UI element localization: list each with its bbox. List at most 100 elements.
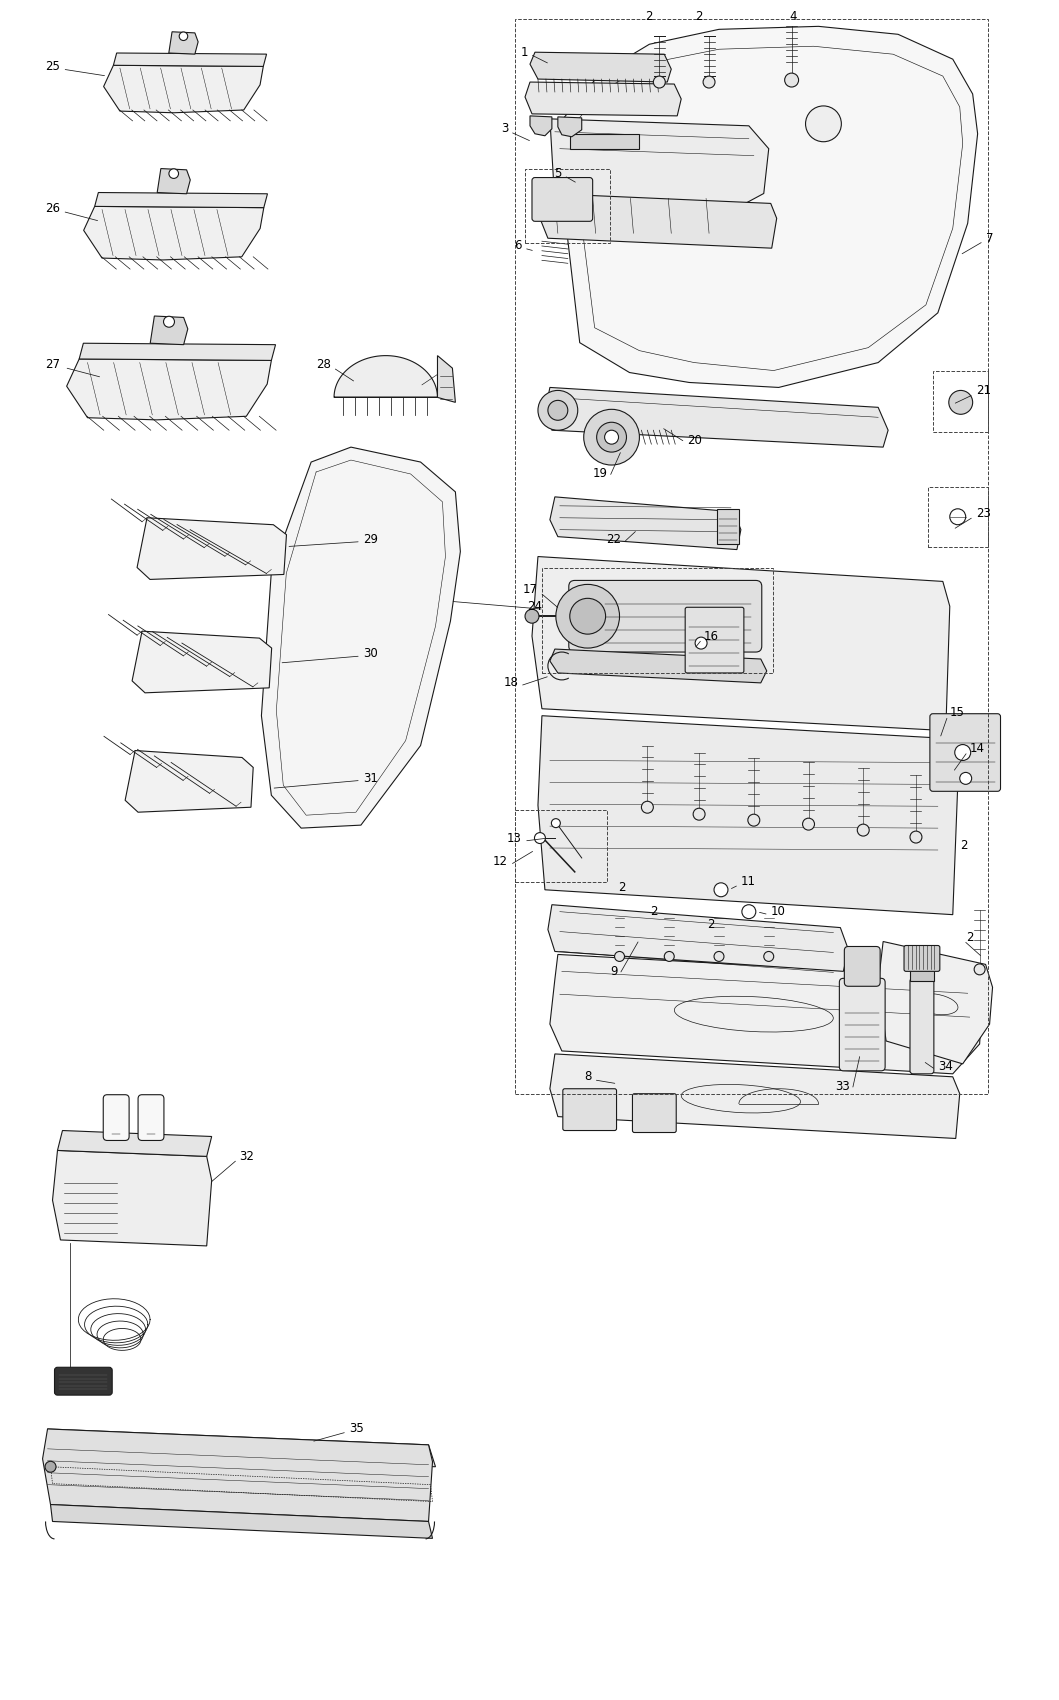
Polygon shape xyxy=(137,518,287,580)
Circle shape xyxy=(703,76,715,88)
Polygon shape xyxy=(79,343,275,360)
Text: 35: 35 xyxy=(349,1423,363,1435)
Circle shape xyxy=(179,32,187,41)
Text: 10: 10 xyxy=(771,904,786,918)
FancyBboxPatch shape xyxy=(904,945,939,971)
Polygon shape xyxy=(550,496,741,549)
Text: 7: 7 xyxy=(986,231,993,245)
Polygon shape xyxy=(525,82,681,116)
Polygon shape xyxy=(262,447,461,828)
FancyBboxPatch shape xyxy=(840,977,885,1071)
FancyBboxPatch shape xyxy=(632,1093,677,1132)
Polygon shape xyxy=(545,388,889,447)
Text: 8: 8 xyxy=(585,1071,592,1083)
Polygon shape xyxy=(548,904,848,971)
Text: 21: 21 xyxy=(975,384,990,396)
Circle shape xyxy=(959,772,972,784)
Text: 2: 2 xyxy=(650,904,658,918)
Circle shape xyxy=(803,818,814,830)
Circle shape xyxy=(949,391,972,415)
Circle shape xyxy=(548,401,568,420)
Polygon shape xyxy=(540,194,776,248)
Text: 16: 16 xyxy=(704,629,719,643)
Circle shape xyxy=(605,430,618,444)
Circle shape xyxy=(695,638,707,649)
Polygon shape xyxy=(104,65,264,112)
Text: 14: 14 xyxy=(970,741,985,755)
Circle shape xyxy=(955,745,971,760)
Circle shape xyxy=(664,952,675,962)
Circle shape xyxy=(714,952,724,962)
Text: 3: 3 xyxy=(501,122,508,136)
Text: 17: 17 xyxy=(523,583,538,597)
Text: 32: 32 xyxy=(239,1149,254,1163)
FancyBboxPatch shape xyxy=(138,1095,164,1141)
Text: 15: 15 xyxy=(950,706,965,719)
FancyBboxPatch shape xyxy=(562,1088,616,1130)
Polygon shape xyxy=(437,355,455,403)
Polygon shape xyxy=(550,119,769,231)
FancyBboxPatch shape xyxy=(910,977,934,1074)
Text: 5: 5 xyxy=(555,167,562,180)
Polygon shape xyxy=(878,942,992,1064)
Circle shape xyxy=(584,410,640,466)
Text: 2: 2 xyxy=(959,838,967,852)
FancyBboxPatch shape xyxy=(532,177,593,221)
Circle shape xyxy=(742,904,756,918)
Bar xyxy=(933,371,988,432)
Circle shape xyxy=(168,168,179,178)
Polygon shape xyxy=(51,1504,432,1538)
Bar xyxy=(570,134,640,148)
Text: 18: 18 xyxy=(503,677,518,690)
Text: 12: 12 xyxy=(493,855,508,869)
Circle shape xyxy=(910,831,922,843)
Circle shape xyxy=(806,105,841,141)
FancyBboxPatch shape xyxy=(103,1095,129,1141)
Polygon shape xyxy=(558,117,581,136)
Text: 19: 19 xyxy=(593,468,608,481)
Circle shape xyxy=(163,316,175,326)
Circle shape xyxy=(950,508,966,525)
Text: 34: 34 xyxy=(938,1061,953,1073)
Bar xyxy=(928,486,988,547)
Polygon shape xyxy=(132,631,272,694)
Polygon shape xyxy=(530,53,671,82)
Polygon shape xyxy=(113,53,267,66)
Circle shape xyxy=(858,824,869,836)
Circle shape xyxy=(552,819,560,828)
FancyBboxPatch shape xyxy=(930,714,1001,791)
Text: 2: 2 xyxy=(646,10,653,22)
Text: 25: 25 xyxy=(46,60,60,73)
Bar xyxy=(515,811,607,882)
Polygon shape xyxy=(550,954,983,1074)
Circle shape xyxy=(653,76,665,88)
Circle shape xyxy=(535,833,545,843)
Polygon shape xyxy=(57,1130,212,1156)
Circle shape xyxy=(694,808,705,819)
Polygon shape xyxy=(84,206,264,260)
Text: 33: 33 xyxy=(836,1080,850,1093)
Text: 22: 22 xyxy=(607,534,622,546)
Polygon shape xyxy=(67,359,271,420)
FancyBboxPatch shape xyxy=(844,947,880,986)
FancyBboxPatch shape xyxy=(54,1367,112,1396)
Circle shape xyxy=(570,598,606,634)
Circle shape xyxy=(642,801,653,813)
Polygon shape xyxy=(48,1430,435,1467)
Text: 2: 2 xyxy=(966,932,973,944)
Text: 2: 2 xyxy=(617,881,625,894)
Text: 2: 2 xyxy=(696,10,703,22)
Text: 11: 11 xyxy=(741,876,756,889)
Text: 1: 1 xyxy=(521,46,528,60)
Circle shape xyxy=(614,952,625,962)
Polygon shape xyxy=(550,649,767,683)
Text: 4: 4 xyxy=(790,10,797,22)
Text: 6: 6 xyxy=(515,238,522,252)
Bar xyxy=(542,568,773,673)
Circle shape xyxy=(556,585,620,648)
Polygon shape xyxy=(555,26,977,388)
Circle shape xyxy=(764,952,774,962)
Polygon shape xyxy=(530,116,552,136)
Text: 27: 27 xyxy=(46,359,60,371)
Polygon shape xyxy=(550,1054,959,1139)
